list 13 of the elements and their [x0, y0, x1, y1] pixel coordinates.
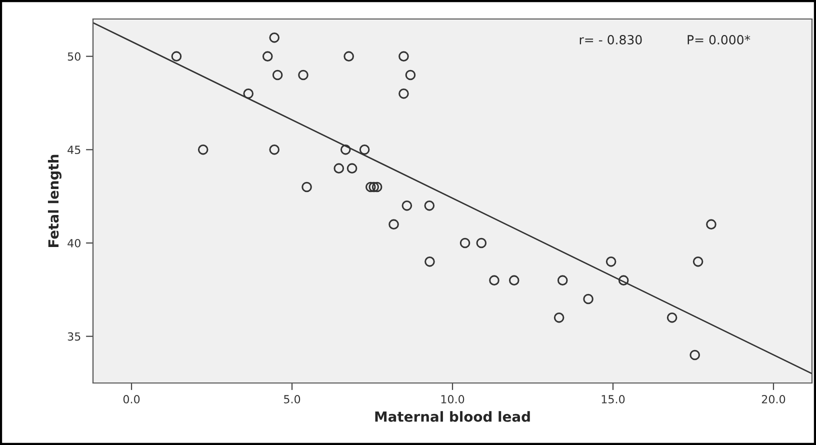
x-tick-label: 5.0: [284, 395, 300, 404]
y-tick-label: 45: [68, 146, 80, 154]
x-axis-title: Maternal blood lead: [375, 411, 530, 422]
annotation: P= 0.000*: [688, 35, 750, 44]
x-tick-label: 15.0: [602, 395, 625, 404]
y-tick-label: 50: [68, 52, 80, 61]
x-tick-label: 20.0: [762, 395, 786, 404]
y-tick-label: 35: [68, 332, 80, 341]
y-tick-label: 40: [68, 238, 80, 248]
annotation: r= - 0.830: [580, 35, 642, 44]
y-axis-title: Fetal length: [48, 154, 62, 247]
x-tick-label: 10.0: [441, 395, 464, 404]
x-tick-label: 0.0: [123, 395, 140, 404]
